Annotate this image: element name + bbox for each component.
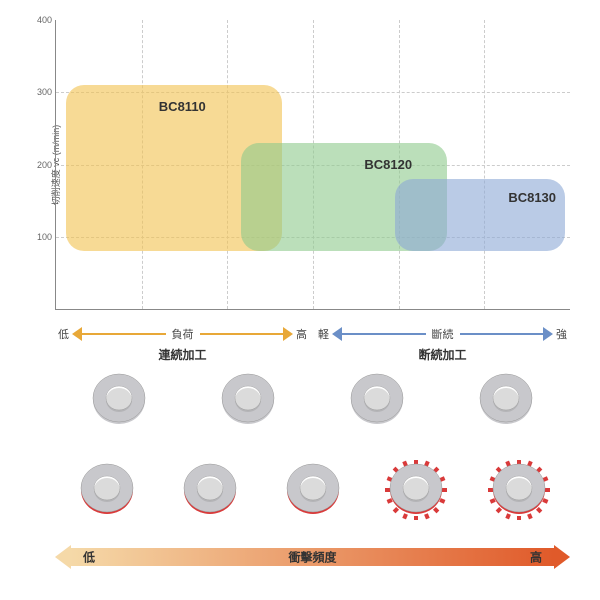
- range-hi: 強: [553, 326, 570, 342]
- part-icon: [342, 370, 412, 430]
- ytick: 100: [37, 232, 56, 242]
- part-icon: [72, 460, 142, 520]
- continuous-range-arrow: 低 負荷 高 連続加工: [55, 326, 310, 342]
- continuous-label: 連続加工: [158, 346, 206, 363]
- range-lo: 低: [55, 326, 72, 342]
- part-icon: [381, 460, 451, 520]
- parts-row-plain: [55, 370, 570, 430]
- part-icon: [471, 370, 541, 430]
- part-icon: [175, 460, 245, 520]
- speed-chart: 切削速度 vc (m/min) 100200300400BC8110BC8120…: [55, 20, 570, 310]
- region-label: BC8130: [508, 190, 556, 205]
- ytick: 400: [37, 15, 56, 25]
- ytick: 300: [37, 87, 56, 97]
- grad-lo: 低: [83, 549, 95, 566]
- part-icon: [84, 370, 154, 430]
- range-mid: 斷続: [426, 326, 460, 342]
- grad-hi: 高: [530, 549, 542, 566]
- region-label: BC8110: [159, 99, 206, 114]
- dbl-arrow: 斷続: [332, 327, 553, 341]
- part-icon: [484, 460, 554, 520]
- dbl-arrow: 負荷: [72, 327, 293, 341]
- range-lo: 軽: [315, 326, 332, 342]
- range-hi: 高: [293, 326, 310, 342]
- impact-frequency-arrow: 低 衝擊頻度 高: [55, 545, 570, 569]
- part-icon: [213, 370, 283, 430]
- gradient-body: 低 衝擊頻度 高: [71, 548, 554, 566]
- grad-mid: 衝擊頻度: [288, 549, 336, 566]
- plot-area: 100200300400BC8110BC8120BC8130: [55, 20, 570, 310]
- interrupted-label: 断続加工: [418, 346, 466, 363]
- interrupted-range-arrow: 軽 斷続 強 断続加工: [315, 326, 570, 342]
- part-icon: [278, 460, 348, 520]
- parts-row-accent: [55, 460, 570, 520]
- ytick: 200: [37, 160, 56, 170]
- range-mid: 負荷: [166, 326, 200, 342]
- region-label: BC8120: [364, 157, 412, 172]
